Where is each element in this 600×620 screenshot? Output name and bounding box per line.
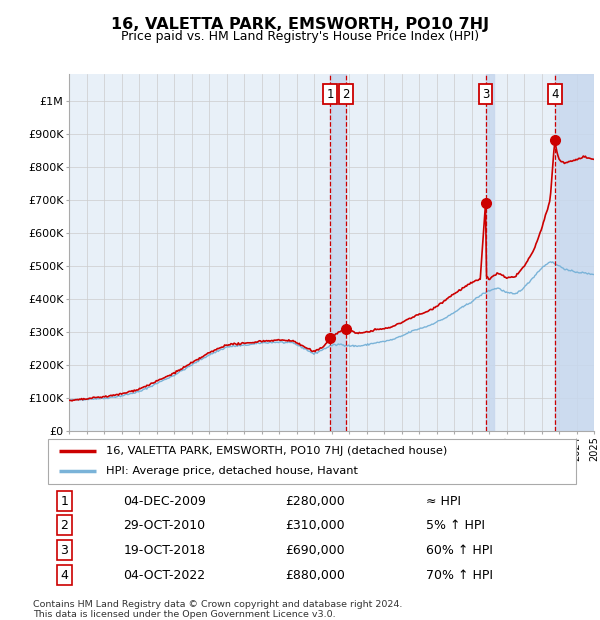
Bar	[554, 74, 594, 431]
Text: £880,000: £880,000	[286, 569, 346, 582]
Text: 4: 4	[60, 569, 68, 582]
Text: Contains HM Land Registry data © Crown copyright and database right 2024.: Contains HM Land Registry data © Crown c…	[33, 600, 403, 609]
Text: 70% ↑ HPI: 70% ↑ HPI	[426, 569, 493, 582]
Text: 5% ↑ HPI: 5% ↑ HPI	[426, 519, 485, 532]
Text: 19-OCT-2018: 19-OCT-2018	[124, 544, 206, 557]
Text: 2: 2	[60, 519, 68, 532]
Text: 1: 1	[326, 87, 334, 100]
Text: 1: 1	[60, 495, 68, 508]
Text: 60% ↑ HPI: 60% ↑ HPI	[426, 544, 493, 557]
Text: This data is licensed under the Open Government Licence v3.0.: This data is licensed under the Open Gov…	[33, 610, 335, 619]
FancyBboxPatch shape	[48, 439, 576, 484]
Bar	[330, 74, 346, 431]
Text: HPI: Average price, detached house, Havant: HPI: Average price, detached house, Hava…	[106, 466, 358, 476]
Text: £310,000: £310,000	[286, 519, 345, 532]
Text: 4: 4	[551, 87, 559, 100]
Text: £280,000: £280,000	[286, 495, 346, 508]
Text: ≈ HPI: ≈ HPI	[426, 495, 461, 508]
Text: 3: 3	[60, 544, 68, 557]
Text: £690,000: £690,000	[286, 544, 345, 557]
Text: 2: 2	[342, 87, 350, 100]
Bar	[485, 74, 494, 431]
Text: 16, VALETTA PARK, EMSWORTH, PO10 7HJ: 16, VALETTA PARK, EMSWORTH, PO10 7HJ	[111, 17, 489, 32]
Text: 29-OCT-2010: 29-OCT-2010	[124, 519, 206, 532]
Text: 16, VALETTA PARK, EMSWORTH, PO10 7HJ (detached house): 16, VALETTA PARK, EMSWORTH, PO10 7HJ (de…	[106, 446, 448, 456]
Text: Price paid vs. HM Land Registry's House Price Index (HPI): Price paid vs. HM Land Registry's House …	[121, 30, 479, 43]
Text: 04-OCT-2022: 04-OCT-2022	[124, 569, 206, 582]
Text: 3: 3	[482, 87, 489, 100]
Text: 04-DEC-2009: 04-DEC-2009	[124, 495, 206, 508]
